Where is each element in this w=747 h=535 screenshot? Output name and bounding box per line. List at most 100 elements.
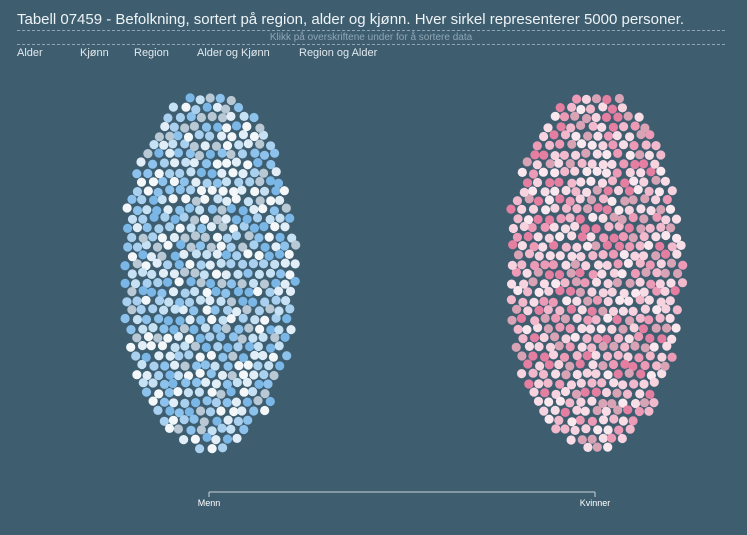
bubble-menn (130, 279, 141, 289)
bubble-kvinner (618, 306, 629, 316)
bubble-menn (126, 342, 136, 352)
bubble-kvinner (629, 379, 639, 389)
bubble-kvinner (566, 123, 576, 133)
bubble-menn (165, 370, 175, 380)
bubble-kvinner (639, 398, 650, 408)
bubble-menn (232, 251, 242, 261)
bubble-menn (200, 323, 211, 333)
bubble-kvinner (530, 150, 540, 160)
bubble-menn (143, 186, 153, 196)
bubble-menn (159, 305, 169, 315)
bubble-kvinner (540, 187, 550, 197)
bubble-kvinner (519, 279, 529, 289)
sort-button-region[interactable]: Region (134, 47, 169, 59)
bubble-menn (205, 295, 215, 306)
bubble-menn (159, 379, 170, 389)
bubble-kvinner (571, 277, 582, 287)
bubble-menn (206, 350, 216, 360)
bubble-kvinner (580, 278, 590, 288)
bubble-kvinner (646, 206, 656, 216)
bubble-menn (243, 268, 253, 278)
bubble-kvinner (597, 269, 607, 279)
bubble-menn (234, 177, 244, 187)
bubble-kvinner (576, 252, 586, 262)
bubble-kvinner (543, 123, 553, 133)
bubble-menn (153, 405, 163, 415)
bubble-menn (229, 407, 239, 417)
sort-button-alder[interactable]: Alder (17, 47, 43, 59)
bubble-kvinner (540, 313, 550, 323)
bubble-kvinner (636, 204, 646, 214)
bubble-kvinner (560, 166, 570, 177)
bubble-kvinner (532, 141, 542, 151)
bubble-menn (207, 314, 217, 325)
bubble-menn (249, 223, 259, 233)
bubble-kvinner (598, 194, 609, 204)
bubble-kvinner (646, 279, 656, 289)
sort-button-region-og-alder[interactable]: Region og Alder (299, 47, 378, 59)
bubble-menn (242, 377, 252, 387)
bubble-menn (238, 206, 248, 216)
bubble-menn (216, 258, 226, 268)
bubble-kvinner (523, 287, 533, 297)
bubble-menn (169, 269, 179, 279)
sort-button-alder-og-kjonn[interactable]: Alder og Kjønn (197, 47, 270, 59)
bubble-menn (221, 270, 231, 280)
bubble-kvinner (614, 93, 625, 104)
bubble-menn (271, 242, 281, 252)
bubble-kvinner (528, 368, 538, 378)
bubble-kvinner (641, 140, 651, 150)
bubble-menn (153, 187, 163, 197)
bubble-menn (160, 121, 170, 132)
bubble-menn (168, 194, 178, 204)
bubble-kvinner (620, 342, 630, 352)
bubble-kvinner (619, 122, 629, 132)
bubble-kvinner (634, 331, 644, 342)
bubble-kvinner (657, 352, 667, 362)
bubble-menn (205, 149, 215, 159)
bubble-menn (226, 297, 237, 307)
bubble-menn (186, 242, 196, 252)
bubble-menn (123, 242, 133, 252)
bubble-menn (175, 297, 185, 308)
x-axis-label-kvinner: Kvinner (580, 498, 611, 508)
bubble-kvinner (592, 442, 602, 452)
bubble-menn (266, 141, 276, 151)
bubble-kvinner (598, 250, 608, 260)
sort-button-kjonn[interactable]: Kjønn (80, 47, 109, 59)
bubble-kvinner (507, 315, 517, 325)
bubble-menn (231, 157, 241, 167)
bubble-kvinner (544, 270, 555, 280)
bubble-menn (175, 205, 185, 215)
bubble-menn (170, 304, 180, 314)
bubble-kvinner (533, 196, 544, 206)
bubble-kvinner (530, 316, 540, 326)
bubble-kvinner (516, 313, 527, 323)
bubble-kvinner (624, 296, 634, 306)
bubble-kvinner (601, 168, 612, 178)
bubble-menn (287, 233, 297, 243)
bubble-kvinner (607, 433, 617, 443)
bubble-menn (237, 185, 247, 195)
bubble-kvinner (598, 433, 608, 443)
bubble-kvinner (517, 351, 527, 361)
bubble-menn (184, 334, 194, 344)
bubble-menn (270, 333, 280, 343)
bubble-menn (122, 297, 132, 307)
bubble-kvinner (571, 150, 581, 160)
bubble-kvinner (598, 102, 608, 112)
bubble-kvinner (533, 323, 543, 333)
bubble-menn (179, 249, 189, 259)
bubble-kvinner (575, 268, 585, 278)
bubble-menn (159, 397, 170, 407)
bubble-kvinner (630, 398, 641, 409)
bubble-menn (232, 307, 242, 317)
bubble-kvinner (630, 268, 641, 279)
bubble-menn (223, 343, 233, 353)
bubble-kvinner (550, 151, 560, 161)
bubble-kvinner (670, 286, 680, 296)
bubble-kvinner (556, 214, 566, 224)
bubble-kvinner (644, 315, 654, 325)
bubble-menn (158, 268, 169, 278)
bubble-menn (226, 242, 236, 252)
